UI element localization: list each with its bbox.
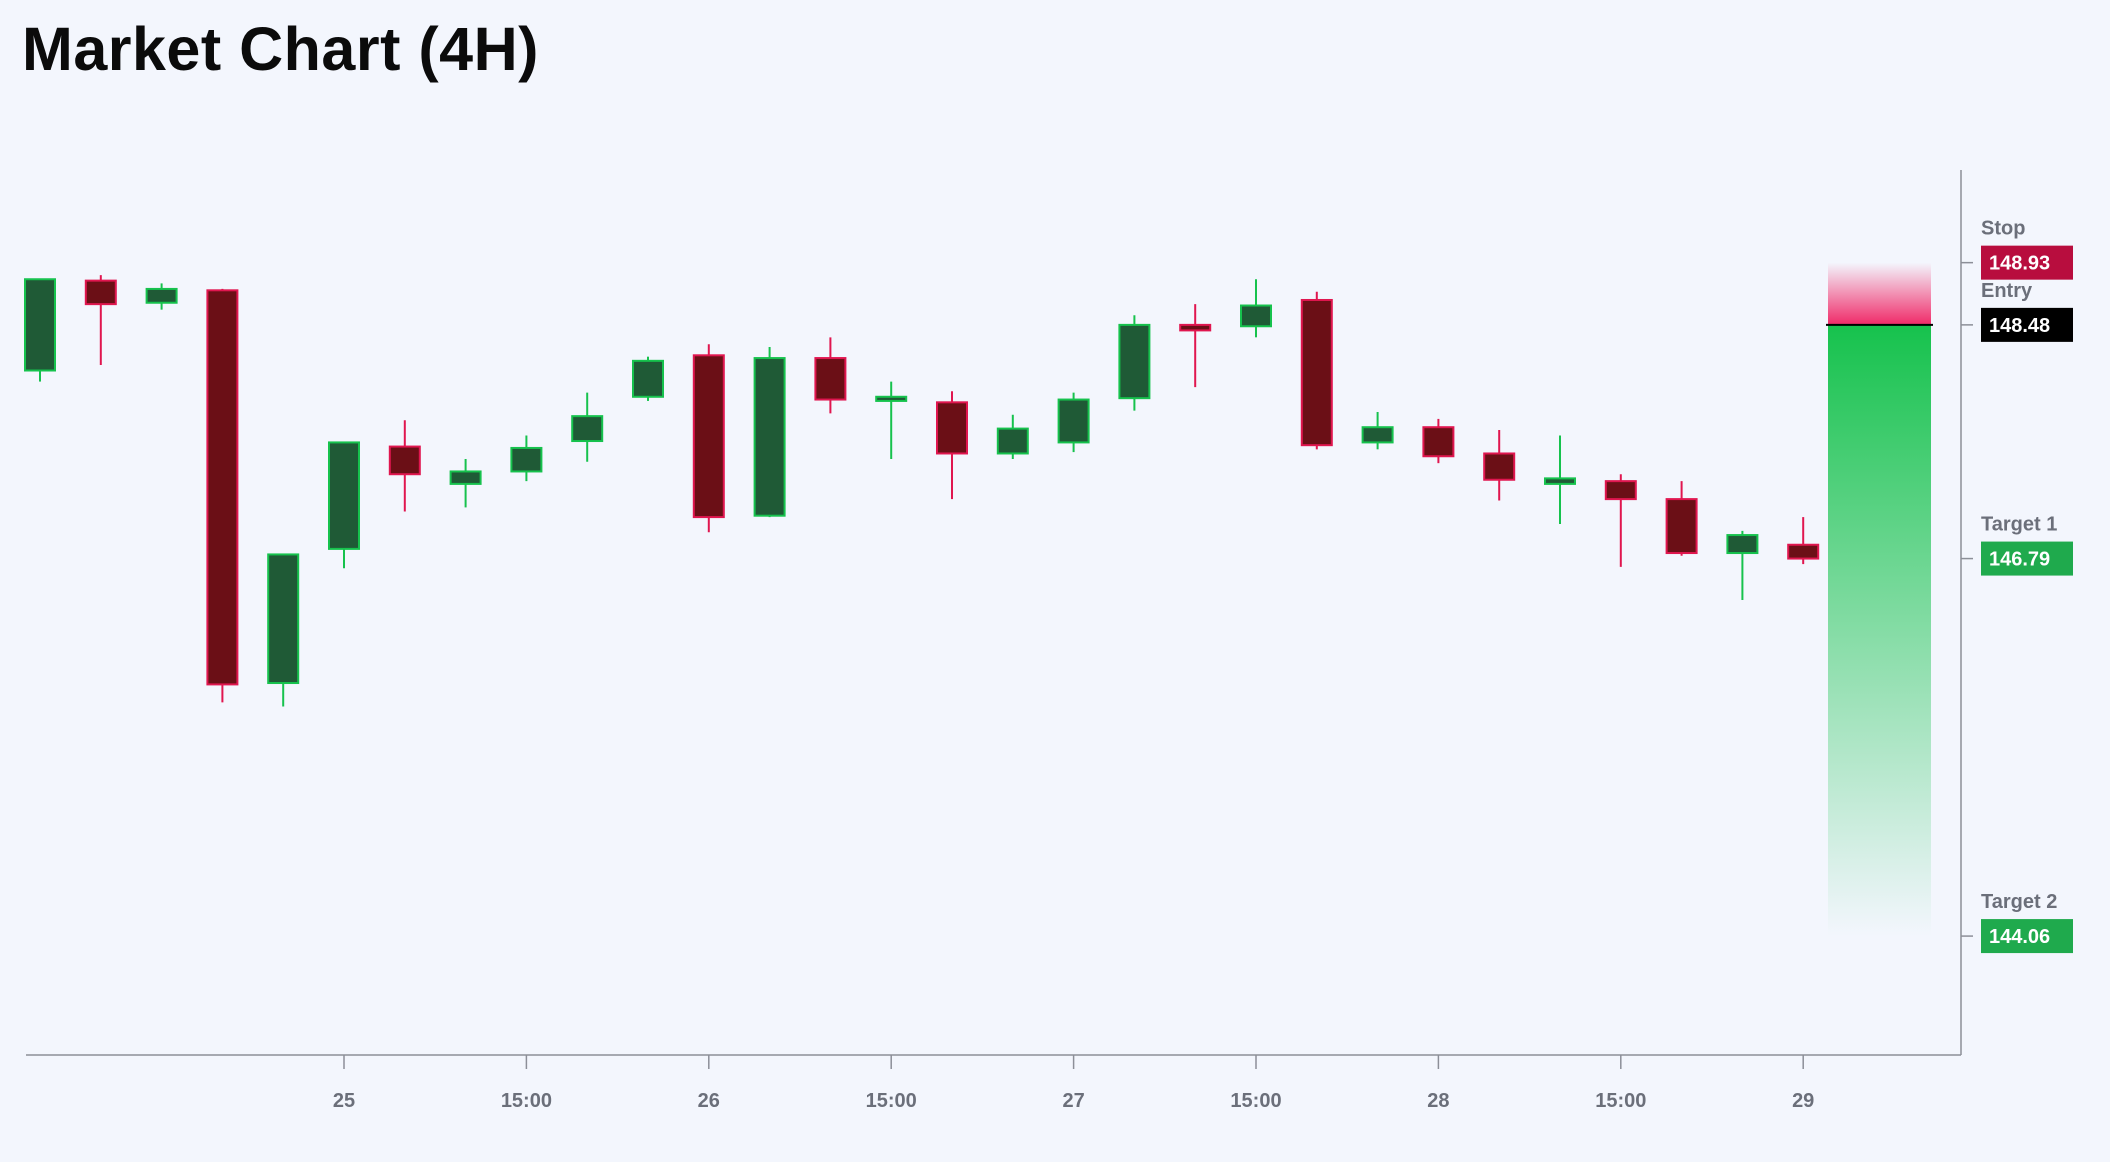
candle-body (267, 553, 300, 685)
candle-body (206, 289, 239, 686)
candle (936, 391, 968, 500)
candle (510, 435, 543, 482)
candle (449, 459, 482, 508)
candle (1361, 411, 1394, 450)
x-tick-label: 27 (1062, 1090, 1084, 1112)
candle-body (1483, 452, 1516, 481)
level-tag (1981, 245, 2073, 280)
candle-body (1240, 304, 1272, 328)
candles (24, 275, 1820, 707)
candle-body (1787, 543, 1820, 560)
candle (753, 347, 786, 518)
candle (206, 288, 239, 703)
candle (1422, 418, 1455, 464)
candle-body (936, 401, 968, 455)
target-zone (1828, 324, 1931, 937)
candle (632, 356, 664, 401)
level-value: 146.79 (1989, 549, 2050, 571)
candle-body (632, 359, 664, 398)
candle (1726, 530, 1759, 601)
candle-body (1422, 426, 1455, 458)
candle (1604, 474, 1637, 567)
level-tag (1981, 307, 2073, 342)
x-tick-label: 15:00 (501, 1090, 552, 1112)
candle-body (875, 395, 908, 402)
level-name: Target 1 (1981, 514, 2057, 536)
candle (1787, 517, 1820, 565)
position-zone (1826, 262, 1933, 937)
candle (692, 344, 725, 533)
candle-body (753, 357, 786, 517)
price-levels: Stop 148.93 Entry 148.48 Target 1 146.79 Targe… (1961, 218, 2073, 954)
candle-body (1179, 323, 1212, 332)
candle-body (1726, 534, 1759, 555)
level-tag (1981, 541, 2073, 576)
x-tick-label: 15:00 (866, 1090, 917, 1112)
candle (267, 553, 300, 707)
candle-body (814, 357, 847, 401)
candle (1057, 392, 1090, 453)
x-tick-label: 28 (1427, 1090, 1449, 1112)
candle-body (84, 279, 117, 306)
candle (1118, 315, 1151, 411)
candle (145, 283, 178, 310)
candle-body (1665, 498, 1698, 555)
x-tick-label: 29 (1792, 1090, 1814, 1112)
candle (875, 381, 908, 460)
level-name: Stop (1981, 218, 2025, 240)
candle (84, 275, 117, 365)
x-tick-label: 26 (698, 1090, 720, 1112)
candle (1179, 304, 1212, 388)
candle-body (1544, 477, 1576, 485)
x-tick-label: 15:00 (1595, 1090, 1646, 1112)
level-tag (1981, 919, 2073, 954)
candle-body (1604, 480, 1637, 501)
stop-zone (1828, 262, 1931, 325)
chart-title: Market Chart (4H) (22, 15, 539, 83)
candle (328, 441, 360, 569)
candle-body (510, 446, 543, 473)
candle-body (145, 287, 178, 304)
candle-body (1057, 398, 1090, 444)
candle (1483, 429, 1516, 501)
candle-body (449, 470, 482, 485)
candle (1665, 481, 1698, 556)
candle-body (388, 445, 421, 476)
candle-body (692, 354, 725, 519)
candle-body (1361, 426, 1394, 444)
candle (24, 278, 56, 382)
candle (571, 392, 604, 462)
candle-body (24, 278, 56, 372)
level-value: 144.06 (1989, 926, 2050, 948)
candle (996, 414, 1029, 460)
candle (814, 337, 847, 414)
candle-body (328, 441, 360, 550)
candle (1300, 291, 1333, 450)
level-value: 148.48 (1989, 315, 2050, 337)
candle-body (1300, 298, 1333, 447)
candle-body (996, 427, 1029, 455)
level-name: Entry (1981, 280, 2033, 302)
x-tick-label: 25 (333, 1090, 355, 1112)
candle (1544, 435, 1576, 524)
candle-body (571, 415, 604, 443)
x-tick-label: 15:00 (1230, 1090, 1281, 1112)
candle (1240, 279, 1272, 338)
candle (388, 420, 421, 512)
level-value: 148.93 (1989, 253, 2050, 275)
axes: 25 15:00 26 15:00 27 15:00 28 15:00 29 (26, 170, 1962, 1112)
candle-body (1118, 323, 1151, 400)
level-name: Target 2 (1981, 891, 2057, 913)
